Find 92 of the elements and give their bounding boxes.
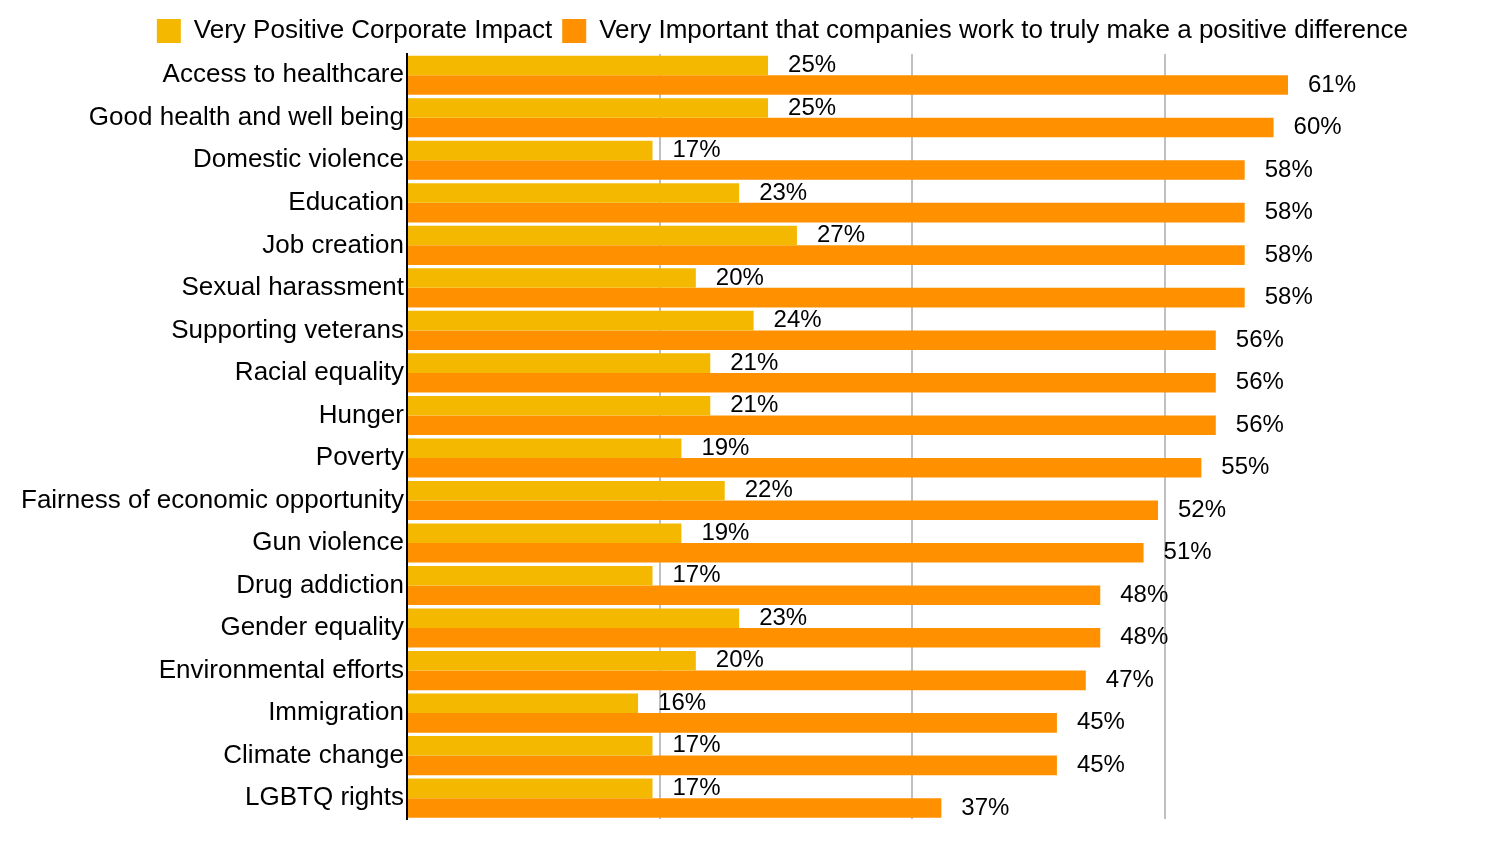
- bar: [407, 75, 1289, 95]
- y-tick-label: Drug addiction: [236, 568, 404, 599]
- y-tick-label: LGBTQ rights: [245, 781, 404, 812]
- bar: [407, 353, 711, 373]
- bar: [407, 140, 653, 161]
- data-label: 17%: [672, 772, 721, 800]
- bar: [407, 225, 797, 246]
- data-label: 58%: [1264, 154, 1313, 182]
- bar: [407, 585, 1101, 606]
- data-label: 52%: [1178, 494, 1227, 522]
- data-label: 51%: [1163, 537, 1212, 565]
- y-tick-label: Poverty: [315, 441, 404, 472]
- y-tick-label: Immigration: [268, 696, 404, 727]
- bar: [407, 438, 682, 458]
- bar: [407, 287, 1245, 308]
- bar: [407, 608, 740, 629]
- bar: [407, 778, 653, 799]
- data-label: 16%: [658, 687, 707, 715]
- data-label: 27%: [816, 220, 865, 248]
- y-tick-label: Domestic violence: [192, 143, 404, 174]
- data-label: 23%: [759, 177, 808, 205]
- bar: [407, 245, 1245, 265]
- y-tick-label: Job creation: [262, 228, 404, 259]
- y-tick-label: Education: [288, 186, 404, 216]
- bar: [407, 117, 1274, 138]
- data-label: 23%: [759, 602, 808, 630]
- data-label: 56%: [1235, 324, 1284, 352]
- data-label: 56%: [1235, 409, 1284, 437]
- bar: [407, 372, 1216, 393]
- bar: [407, 736, 653, 756]
- bar: [407, 330, 1216, 350]
- bar: [407, 160, 1245, 180]
- data-label: 22%: [744, 475, 793, 503]
- data-label: 47%: [1105, 664, 1154, 692]
- bar: [407, 457, 1202, 478]
- bar: [407, 415, 1216, 435]
- data-label: 60%: [1293, 112, 1342, 140]
- bar: [407, 755, 1057, 776]
- data-label: 19%: [701, 432, 750, 460]
- y-tick-label: Fairness of economic opportunity: [21, 483, 404, 514]
- data-label: 45%: [1076, 707, 1125, 735]
- bar: [407, 395, 711, 416]
- y-tick-label: Environmental efforts: [158, 653, 404, 684]
- data-label: 48%: [1120, 579, 1169, 607]
- data-label: 45%: [1076, 750, 1125, 778]
- data-label: 20%: [715, 262, 764, 290]
- data-label: 58%: [1264, 197, 1313, 225]
- bar: [407, 310, 754, 331]
- bar: [407, 98, 769, 118]
- y-tick-label: Gun violence: [252, 526, 404, 557]
- legend-label: Very Important that companies work to truly make a positive difference: [599, 14, 1408, 45]
- y-tick-label: Good health and well being: [88, 100, 404, 131]
- bar: [407, 202, 1245, 223]
- data-label: 56%: [1235, 367, 1284, 395]
- data-label: 17%: [672, 730, 721, 758]
- data-label: 48%: [1120, 622, 1169, 650]
- data-label: 19%: [701, 517, 750, 545]
- data-label: 25%: [788, 50, 837, 78]
- legend-label: Very Positive Corporate Impact: [193, 14, 553, 45]
- y-tick-label: Access to healthcare: [162, 58, 404, 89]
- data-label: 24%: [773, 305, 822, 333]
- y-tick-label: Climate change: [223, 738, 404, 769]
- bar: [407, 693, 639, 714]
- bar: [407, 543, 1144, 563]
- bar: [407, 798, 942, 818]
- data-label: 20%: [715, 645, 764, 673]
- data-label: 61%: [1308, 69, 1357, 97]
- bar: [407, 500, 1159, 521]
- data-label: 25%: [788, 92, 837, 120]
- data-label: 58%: [1264, 282, 1313, 310]
- bar: [407, 670, 1086, 691]
- y-tick-label: Racial equality: [234, 356, 404, 387]
- bar: [407, 268, 696, 288]
- bar: [407, 628, 1101, 648]
- y-tick-label: Supporting veterans: [171, 313, 404, 344]
- bar: [407, 651, 696, 671]
- data-label: 21%: [730, 347, 779, 375]
- data-label: 55%: [1221, 452, 1270, 480]
- data-label: 17%: [672, 560, 721, 588]
- y-tick-label: Sexual harassment: [181, 271, 405, 302]
- data-label: 21%: [730, 390, 779, 418]
- bar: [407, 480, 725, 501]
- bar: [407, 523, 682, 544]
- y-tick-label: Hunger: [318, 398, 405, 429]
- bar: [407, 183, 740, 203]
- data-label: 37%: [961, 792, 1010, 820]
- bar: [407, 55, 769, 76]
- data-label: 17%: [672, 135, 721, 163]
- data-label: 58%: [1264, 239, 1313, 267]
- bar: [407, 713, 1057, 733]
- bar: [407, 565, 653, 586]
- y-tick-label: Gender equality: [220, 611, 404, 642]
